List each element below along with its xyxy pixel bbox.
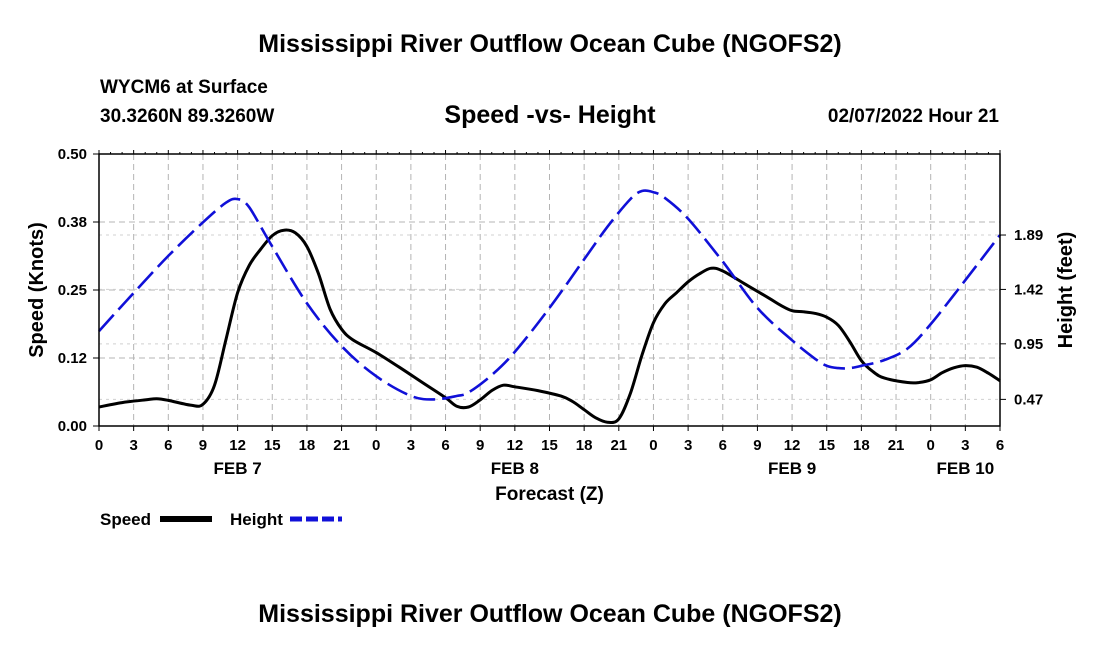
x-date-label: FEB 8: [491, 459, 539, 478]
x-tick-label: 6: [719, 437, 727, 454]
legend-speed-label: Speed: [100, 510, 151, 529]
axis-labels: 0 3 6 9 12 15 18 21 0 3 6 9 12 15 18 21 0 3 6 9 12 15 18 21 0 3 6F…: [26, 146, 1077, 505]
y2-tick-label: 1.42: [1014, 281, 1043, 298]
x-axis-title: Forecast (Z): [495, 484, 604, 505]
y-tick-label: 0.50: [58, 146, 87, 163]
y2-tick-label: 0.95: [1014, 336, 1043, 353]
x-tick-label: 18: [299, 437, 316, 454]
secondary-chart-title: Mississippi River Outflow Ocean Cube (NG…: [258, 600, 842, 628]
x-tick-label: 15: [264, 437, 281, 454]
y-axis-title: Speed (Knots): [26, 222, 48, 358]
axis-ticks: [93, 150, 1006, 431]
x-tick-label: 9: [753, 437, 761, 454]
x-date-label: FEB 7: [214, 459, 262, 478]
height-series-line: [98, 189, 1002, 401]
x-tick-label: 3: [961, 437, 969, 454]
x-tick-label: 0: [649, 437, 657, 454]
x-tick-label: 0: [927, 437, 935, 454]
x-tick-label: 6: [164, 437, 172, 454]
y-tick-label: 0.25: [58, 282, 87, 299]
chart-main-title: Mississippi River Outflow Ocean Cube (NG…: [258, 30, 842, 58]
x-tick-label: 3: [129, 437, 137, 454]
x-tick-label: 21: [333, 437, 350, 454]
x-tick-label: 18: [853, 437, 870, 454]
x-tick-label: 12: [229, 437, 246, 454]
station-label: WYCM6 at Surface: [100, 77, 268, 98]
x-tick-label: 21: [610, 437, 627, 454]
grid-lines: [99, 154, 1000, 426]
forecast-timestamp: 02/07/2022 Hour 21: [827, 106, 999, 127]
y-tick-label: 0.38: [58, 214, 87, 231]
y2-axis-title: Height (feet): [1055, 232, 1077, 349]
x-date-label: FEB 10: [937, 459, 995, 478]
x-tick-label: 9: [199, 437, 207, 454]
speed-series-line: [98, 228, 1001, 425]
x-tick-label: 15: [818, 437, 835, 454]
x-tick-label: 18: [576, 437, 593, 454]
x-tick-label: 21: [888, 437, 905, 454]
x-tick-label: 15: [541, 437, 558, 454]
x-tick-label: 12: [507, 437, 524, 454]
x-date-label: FEB 9: [768, 459, 816, 478]
y-tick-label: 0.00: [58, 418, 87, 435]
chart-legend: Speed Height: [100, 510, 342, 529]
x-tick-label: 9: [476, 437, 484, 454]
y2-tick-label: 1.89: [1014, 227, 1043, 244]
x-tick-label: 6: [441, 437, 449, 454]
x-tick-label: 3: [684, 437, 692, 454]
legend-height-label: Height: [230, 510, 283, 529]
x-tick-label: 12: [784, 437, 801, 454]
x-tick-label: 0: [95, 437, 103, 454]
y-tick-label: 0.12: [58, 350, 87, 367]
station-coordinates: 30.3260N 89.3260W: [100, 106, 275, 127]
y2-tick-label: 0.47: [1014, 391, 1043, 408]
x-tick-label: 3: [407, 437, 415, 454]
series-lines: [98, 189, 1002, 425]
chart-subtitle: Speed -vs- Height: [444, 101, 656, 129]
x-tick-label: 0: [372, 437, 380, 454]
x-tick-label: 6: [996, 437, 1004, 454]
